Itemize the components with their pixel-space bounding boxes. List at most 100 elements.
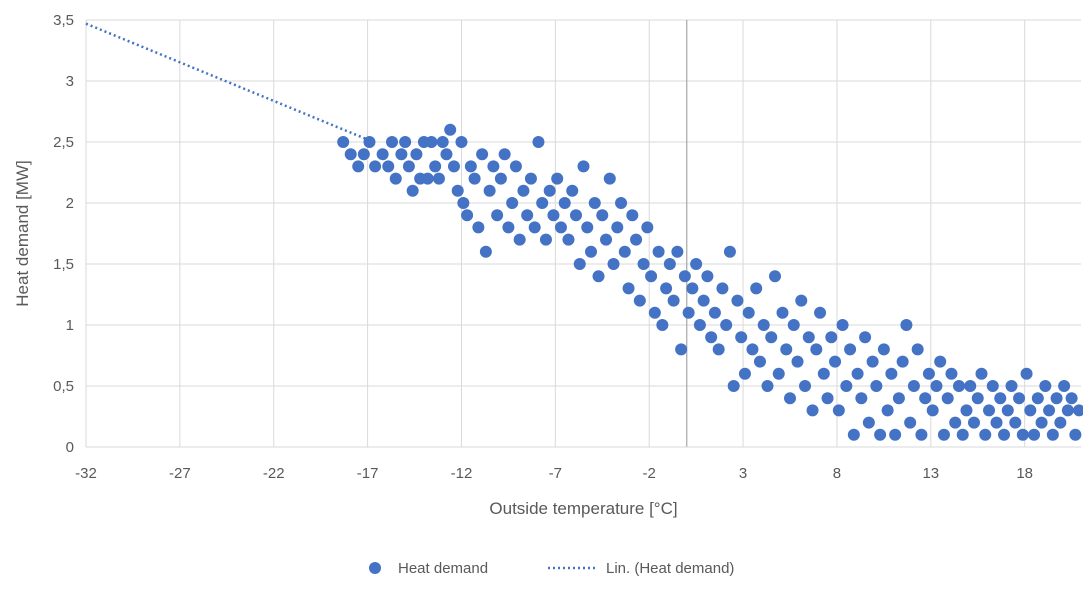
data-point [956, 428, 969, 441]
data-point [1013, 392, 1026, 405]
data-point [573, 258, 586, 270]
data-point [697, 294, 710, 307]
data-point [592, 270, 605, 283]
data-point [630, 233, 643, 246]
data-point [934, 355, 947, 368]
y-tick-label: 1 [66, 317, 74, 334]
data-point [738, 367, 751, 380]
data-point [802, 331, 815, 344]
data-point [656, 319, 669, 331]
data-point [757, 319, 770, 331]
data-point [357, 148, 370, 161]
data-point [517, 184, 530, 197]
data-point [410, 148, 423, 161]
data-point [870, 380, 883, 392]
data-point [1020, 367, 1033, 380]
data-point [799, 380, 812, 392]
data-point [457, 197, 470, 209]
data-point [626, 209, 639, 222]
data-point [376, 148, 389, 161]
data-point [440, 148, 453, 161]
data-point [660, 282, 673, 295]
data-point [979, 428, 992, 441]
data-point [551, 172, 564, 185]
data-point [406, 184, 419, 197]
x-tick-label: -22 [263, 465, 285, 482]
data-point [844, 343, 857, 356]
data-point [907, 380, 920, 392]
data-point [862, 416, 875, 429]
data-point [506, 197, 519, 209]
data-point [524, 172, 537, 185]
data-point [964, 380, 977, 392]
data-point [1065, 392, 1078, 405]
data-point [889, 428, 902, 441]
data-point [429, 160, 442, 173]
data-point [904, 416, 917, 429]
data-point [451, 184, 464, 197]
data-point [577, 160, 590, 173]
data-point [753, 355, 766, 368]
data-point [735, 331, 748, 344]
data-point [859, 331, 872, 344]
data-point [569, 209, 582, 222]
data-point [712, 343, 725, 356]
data-point [352, 160, 365, 173]
legend-label-heat-demand: Heat demand [398, 560, 488, 577]
data-point [922, 367, 935, 380]
data-point [607, 258, 620, 270]
data-point [772, 367, 785, 380]
data-point [723, 245, 736, 258]
data-point [1039, 380, 1052, 392]
data-point [727, 380, 740, 392]
data-point [840, 380, 853, 392]
data-point [1061, 404, 1074, 417]
data-point [444, 123, 457, 136]
data-point [708, 306, 721, 319]
y-axis-title: Heat demand [MW] [13, 160, 32, 306]
data-point [874, 428, 887, 441]
data-point [825, 331, 838, 344]
y-tick-label: 0,5 [53, 378, 74, 395]
data-point [382, 160, 395, 173]
data-point [494, 172, 507, 185]
data-point [817, 367, 830, 380]
data-point [967, 416, 980, 429]
y-tick-label: 1,5 [53, 256, 74, 273]
data-point [611, 221, 624, 234]
data-point [585, 245, 598, 258]
data-point [600, 233, 613, 246]
data-point [832, 404, 845, 417]
data-point [716, 282, 729, 295]
data-point [851, 367, 864, 380]
data-point [926, 404, 939, 417]
data-point [881, 404, 894, 417]
data-point [588, 197, 601, 209]
y-tick-label: 3 [66, 73, 74, 90]
data-point [810, 343, 823, 356]
data-point [1050, 392, 1063, 405]
data-point [686, 282, 699, 295]
data-point [1001, 404, 1014, 417]
data-point [671, 245, 684, 258]
data-point [487, 160, 500, 173]
data-point [892, 392, 905, 405]
y-tick-label: 3,5 [53, 12, 74, 29]
data-point [476, 148, 489, 161]
data-point [971, 392, 984, 405]
data-point [1058, 380, 1071, 392]
data-point [483, 184, 496, 197]
data-point [806, 404, 819, 417]
trendline [85, 22, 369, 141]
data-point [847, 428, 860, 441]
data-point [836, 319, 849, 331]
data-point [543, 184, 556, 197]
data-point [829, 355, 842, 368]
x-tick-label: -12 [451, 465, 473, 482]
data-point [603, 172, 616, 185]
data-point [513, 233, 526, 246]
data-point [701, 270, 714, 283]
data-point [1043, 404, 1056, 417]
data-point [539, 233, 552, 246]
data-point [566, 184, 579, 197]
